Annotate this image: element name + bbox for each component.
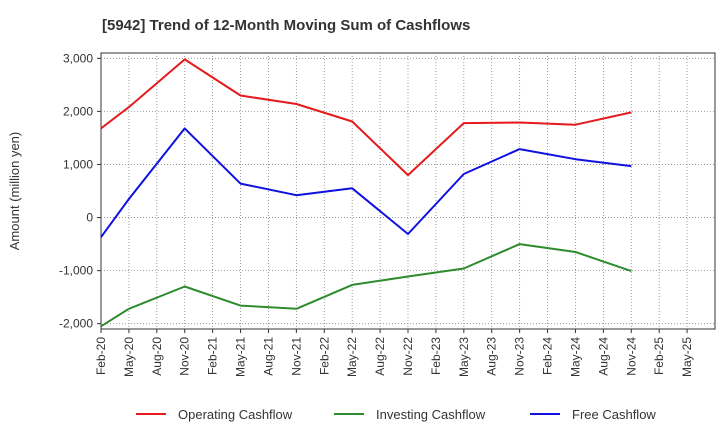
- x-tick-label: May-21: [234, 337, 248, 377]
- x-tick-label: Feb-20: [94, 337, 108, 375]
- y-axis-label: Amount (million yen): [7, 132, 22, 251]
- y-tick-label: 3,000: [63, 51, 93, 65]
- series-line-operating-cashflow: [100, 58, 632, 177]
- x-tick-label: May-24: [568, 337, 582, 377]
- x-tick-label: Aug-24: [596, 337, 610, 376]
- x-tick-label: Nov-24: [624, 337, 638, 376]
- chart-title: [5942] Trend of 12-Month Moving Sum of C…: [102, 17, 470, 34]
- y-tick-label: -1,000: [59, 264, 93, 278]
- x-tick-label: Feb-24: [541, 337, 555, 375]
- x-tick-label: Nov-20: [178, 337, 192, 376]
- legend-label: Operating Cashflow: [178, 407, 293, 422]
- y-tick-label: -2,000: [59, 317, 93, 331]
- x-tick-label: May-23: [457, 337, 471, 377]
- y-tick-label: 0: [86, 211, 93, 225]
- x-tick-label: Nov-23: [513, 337, 527, 376]
- x-tick-label: Nov-22: [401, 337, 415, 376]
- x-tick-label: May-20: [122, 337, 136, 377]
- x-tick-label: Aug-21: [261, 337, 275, 376]
- x-tick-label: May-25: [680, 337, 694, 377]
- grid-lines: [101, 53, 715, 329]
- series-lines: [100, 58, 632, 328]
- series-line-investing-cashflow: [100, 243, 632, 328]
- series-line-free-cashflow: [100, 127, 632, 238]
- x-tick-label: Feb-22: [317, 337, 331, 375]
- x-tick-label: Aug-23: [485, 337, 499, 376]
- x-tick-label: Aug-22: [373, 337, 387, 376]
- y-axis-ticks: -2,000 -1,000 0 1,000 2,000 3,000: [59, 51, 101, 331]
- x-axis-ticks: Feb-20 May-20 Aug-20 Nov-20 Feb-21 May-21 Aug-…: [94, 329, 694, 377]
- x-tick-label: Feb-25: [652, 337, 666, 375]
- x-tick-label: Feb-23: [429, 337, 443, 375]
- y-tick-label: 2,000: [63, 104, 93, 118]
- x-tick-label: Aug-20: [150, 337, 164, 376]
- y-tick-label: 1,000: [63, 157, 93, 171]
- legend-label: Investing Cashflow: [376, 407, 486, 422]
- x-tick-label: May-22: [345, 337, 359, 377]
- legend: Operating Cashflow Investing Cashflow Free…: [136, 407, 656, 422]
- x-tick-label: Nov-21: [289, 337, 303, 376]
- legend-label: Free Cashflow: [572, 407, 656, 422]
- x-tick-label: Feb-21: [206, 337, 220, 375]
